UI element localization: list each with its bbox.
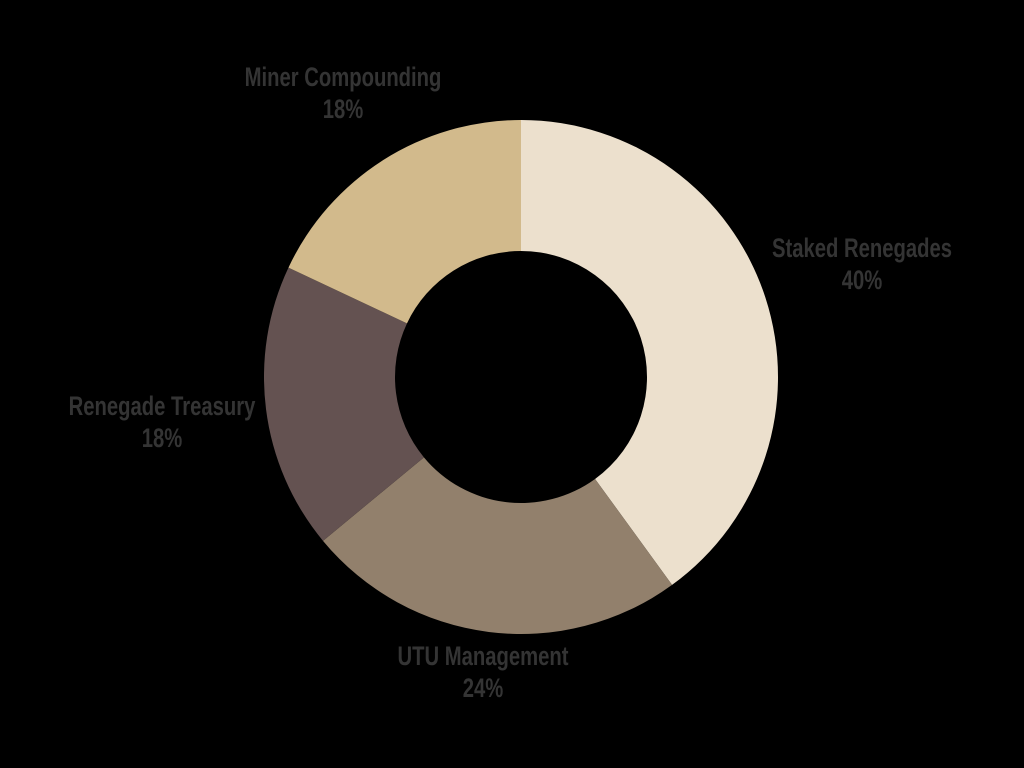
slice-label-utu-management: UTU Management 24% (397, 640, 568, 704)
slice-label-renegade-treasury: Renegade Treasury 18% (69, 390, 256, 454)
slice-label-value: 18% (141, 423, 183, 453)
donut-segment-2 (263, 267, 424, 541)
donut-segment-3 (288, 120, 521, 324)
slice-label-value: 18% (322, 94, 364, 124)
slice-label-name: Renegade Treasury (68, 391, 256, 421)
slice-label-name: Miner Compounding (244, 62, 442, 92)
slice-label-name: Staked Renegades (771, 233, 953, 263)
donut-segment-1 (322, 457, 673, 635)
slice-label-value: 40% (841, 265, 883, 295)
slice-label-staked-renegades: Staked Renegades 40% (772, 232, 952, 296)
donut-segment-0 (521, 120, 779, 585)
slice-label-miner-compounding: Miner Compounding 18% (245, 61, 442, 125)
slice-label-value: 24% (462, 673, 504, 703)
slice-label-name: UTU Management (397, 641, 569, 671)
